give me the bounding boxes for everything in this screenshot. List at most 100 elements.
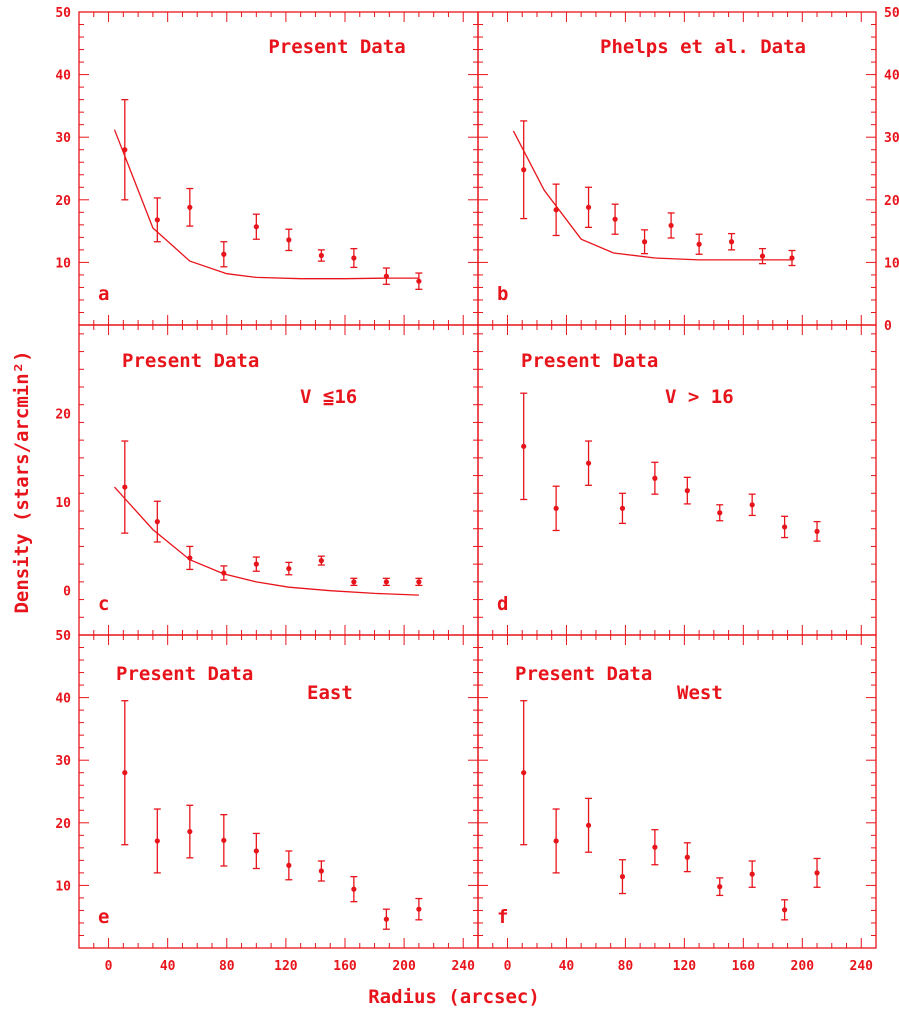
data-point xyxy=(318,868,324,874)
x-tick-label: 120 xyxy=(673,959,697,974)
x-tick-label: 0 xyxy=(105,959,113,974)
data-point xyxy=(619,874,626,880)
data-point xyxy=(122,147,128,153)
y-tick-label: 50 xyxy=(884,6,899,21)
y-tick-label: 30 xyxy=(884,131,899,146)
data-point xyxy=(814,528,820,534)
model-curve xyxy=(114,486,419,596)
data-point xyxy=(221,251,227,257)
x-tick-label: 40 xyxy=(559,959,575,974)
data-point xyxy=(383,579,389,585)
y-tick-label: 50 xyxy=(55,6,71,21)
data-point xyxy=(728,239,735,245)
data-point xyxy=(749,502,755,508)
y-tick-label: 10 xyxy=(55,496,71,511)
data-point xyxy=(187,828,193,835)
data-point xyxy=(154,838,160,844)
panel-letter: d xyxy=(497,593,508,615)
panel-frame xyxy=(477,11,877,326)
y-tick-label: 30 xyxy=(55,131,71,146)
panel-title: Present Data xyxy=(521,350,658,372)
data-point xyxy=(253,224,259,230)
panel-letter: a xyxy=(98,283,109,305)
data-point xyxy=(553,207,559,213)
panel-letter: c xyxy=(98,593,109,615)
x-tick-label: 80 xyxy=(219,959,235,974)
panel-subtitle: V > 16 xyxy=(665,386,734,408)
y-tick-label: 40 xyxy=(55,69,71,84)
data-point xyxy=(187,204,193,210)
data-point xyxy=(696,241,702,247)
panel-letter: e xyxy=(98,906,109,928)
data-point xyxy=(782,524,788,530)
y-tick-label: 20 xyxy=(884,194,899,209)
data-point xyxy=(221,570,227,576)
data-point xyxy=(641,239,648,245)
y-tick-label: 20 xyxy=(55,408,71,423)
y-tick-label: 20 xyxy=(55,817,71,832)
data-point xyxy=(253,848,259,854)
y-tick-label: 0 xyxy=(884,319,892,334)
panel-subtitle: West xyxy=(677,682,723,704)
data-point xyxy=(612,216,618,222)
panel-title: Present Data xyxy=(268,36,405,58)
x-tick-label: 240 xyxy=(850,959,874,974)
panel-f: f Present Data West 0 40 80 120 160 200 240 xyxy=(477,634,877,974)
x-tick-label: 200 xyxy=(791,959,815,974)
data-point xyxy=(619,505,626,511)
panel-title: Present Data xyxy=(122,350,259,372)
data-point xyxy=(789,255,795,261)
panel-d: d Present Data V > 16 xyxy=(477,324,877,636)
data-point xyxy=(553,505,559,511)
data-point xyxy=(154,519,160,525)
data-point xyxy=(684,488,690,494)
data-point xyxy=(122,484,128,490)
data-point xyxy=(416,579,422,585)
y-tick-label: 10 xyxy=(55,256,71,271)
y-tick-label: 10 xyxy=(884,256,899,271)
panel-letter: f xyxy=(497,906,508,928)
model-curve xyxy=(113,129,419,280)
data-point xyxy=(351,255,357,261)
x-tick-label: 80 xyxy=(618,959,634,974)
panel-e: 10 20 30 40 50 e Present Data East 0 40 80 120 160 20… xyxy=(55,629,479,974)
y-axis-title: Density (stars/arcmin²) xyxy=(11,350,33,613)
x-tick-label: 200 xyxy=(392,959,416,974)
panel-c: 0 10 20 c Present Data V ≦16 xyxy=(55,324,479,636)
data-point xyxy=(221,837,227,843)
panel-title: Present Data xyxy=(515,663,652,685)
data-point xyxy=(521,770,527,776)
data-point xyxy=(652,844,658,850)
x-tick-label: 120 xyxy=(274,959,298,974)
data-point xyxy=(585,204,592,210)
data-point xyxy=(286,862,292,868)
data-point xyxy=(521,443,527,449)
data-point xyxy=(318,252,324,259)
panel-title: Present Data xyxy=(116,663,253,685)
panel-frame xyxy=(477,634,877,949)
y-tick-label: 20 xyxy=(55,194,71,209)
data-point xyxy=(318,558,324,564)
y-tick-label: 10 xyxy=(55,879,71,894)
x-axis-title: Radius (arcsec) xyxy=(368,986,540,1008)
data-point xyxy=(668,222,674,229)
panel-letter: b xyxy=(497,283,508,305)
data-point xyxy=(154,217,160,223)
x-tick-label: 160 xyxy=(732,959,756,974)
data-point xyxy=(286,237,292,243)
data-point xyxy=(553,838,559,844)
data-point xyxy=(782,907,788,913)
data-point xyxy=(383,273,389,279)
data-point xyxy=(187,555,193,561)
data-point xyxy=(286,565,292,572)
x-tick-label: 0 xyxy=(504,959,512,974)
data-point xyxy=(717,510,723,516)
data-point xyxy=(351,579,357,585)
panel-title: Phelps et al. Data xyxy=(600,36,806,58)
y-tick-label: 30 xyxy=(55,754,71,769)
data-point xyxy=(814,870,820,876)
data-point xyxy=(521,167,527,173)
data-point xyxy=(759,253,766,259)
data-point xyxy=(416,906,422,912)
